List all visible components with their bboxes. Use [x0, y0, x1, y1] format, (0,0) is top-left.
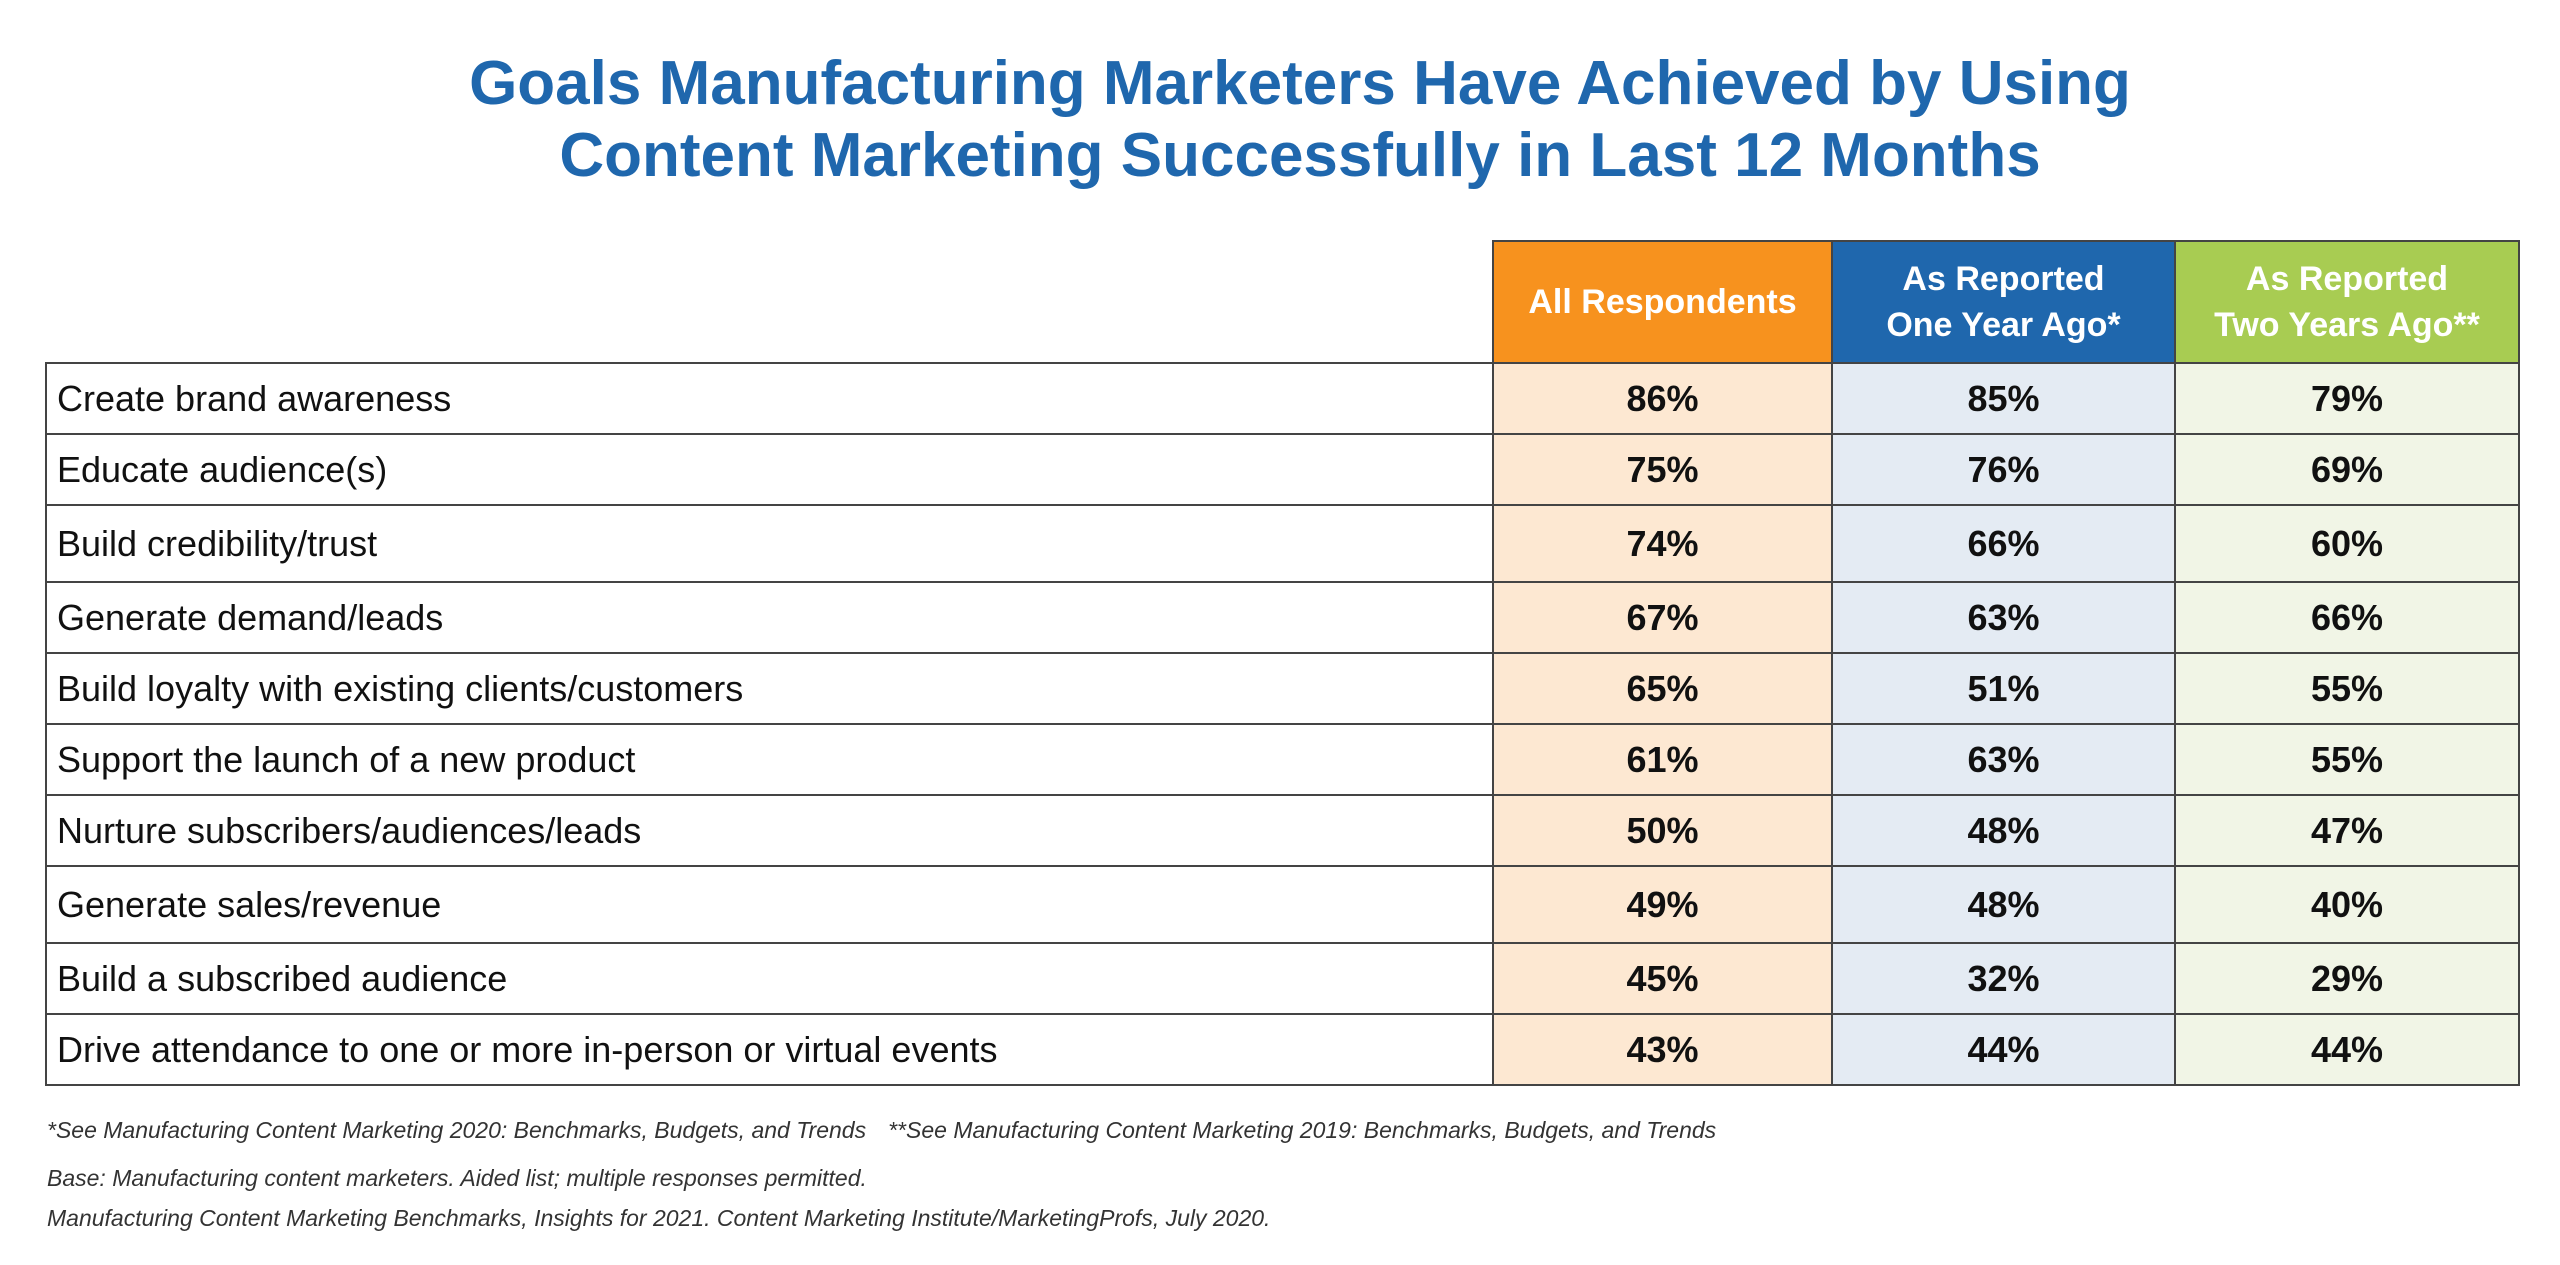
column-header-line: Two Years Ago** [2214, 306, 2480, 344]
value-cell: 32% [1831, 942, 2176, 1015]
value-cell: 49% [1492, 865, 1833, 944]
value-cell: 75% [1492, 433, 1833, 506]
row-label: Build a subscribed audience [45, 942, 1494, 1015]
row-label: Build credibility/trust [45, 504, 1494, 583]
value-cell: 69% [2174, 433, 2520, 506]
source-note: Manufacturing Content Marketing Benchmar… [47, 1205, 1271, 1231]
row-label: Create brand awareness [45, 362, 1494, 435]
table-row: Build a subscribed audience 45% 32% 29% [45, 942, 2520, 1015]
column-header-line: One Year Ago* [1886, 306, 2121, 344]
value-cell: 79% [2174, 362, 2520, 435]
value-cell: 51% [1831, 652, 2176, 725]
value-cell: 85% [1831, 362, 2176, 435]
table-row: Generate demand/leads 67% 63% 66% [45, 581, 2520, 654]
table-row: Build loyalty with existing clients/cust… [45, 652, 2520, 725]
footnotes: *See Manufacturing Content Marketing 202… [47, 1110, 1716, 1238]
row-label: Build loyalty with existing clients/cust… [45, 652, 1494, 725]
table-row: Build credibility/trust 74% 66% 60% [45, 504, 2520, 583]
value-cell: 86% [1492, 362, 1833, 435]
header-row: All Respondents As Reported One Year Ago… [46, 240, 2520, 364]
value-cell: 45% [1492, 942, 1833, 1015]
value-cell: 61% [1492, 723, 1833, 796]
value-cell: 63% [1831, 581, 2176, 654]
value-cell: 60% [2174, 504, 2520, 583]
table-row: Create brand awareness 86% 85% 79% [45, 362, 2520, 435]
value-cell: 48% [1831, 865, 2176, 944]
value-cell: 63% [1831, 723, 2176, 796]
value-cell: 55% [2174, 652, 2520, 725]
header-blank-cell [46, 241, 1493, 363]
results-table: All Respondents As Reported One Year Ago… [45, 240, 2520, 1086]
row-label: Support the launch of a new product [45, 723, 1494, 796]
value-cell: 67% [1492, 581, 1833, 654]
table-row: Nurture subscribers/audiences/leads 50% … [45, 794, 2520, 867]
row-label: Generate sales/revenue [45, 865, 1494, 944]
value-cell: 55% [2174, 723, 2520, 796]
title-line-2: Content Marketing Successfully in Last 1… [559, 121, 2041, 190]
value-cell: 66% [2174, 581, 2520, 654]
value-cell: 47% [2174, 794, 2520, 867]
value-cell: 44% [2174, 1013, 2520, 1086]
table-row: Generate sales/revenue 49% 48% 40% [45, 865, 2520, 944]
row-label: Nurture subscribers/audiences/leads [45, 794, 1494, 867]
value-cell: 43% [1492, 1013, 1833, 1086]
footnote-line: *See Manufacturing Content Marketing 202… [47, 1110, 1716, 1150]
column-header-line: As Reported [2245, 260, 2449, 298]
column-header-line: As Reported [1902, 260, 2105, 298]
value-cell: 66% [1831, 504, 2176, 583]
value-cell: 76% [1831, 433, 2176, 506]
column-header-line: All Respondents [1528, 283, 1797, 321]
value-cell: 65% [1492, 652, 1833, 725]
column-header-two-years-ago: As Reported Two Years Ago** [2174, 240, 2520, 364]
value-cell: 74% [1492, 504, 1833, 583]
footnote-two-years: **See Manufacturing Content Marketing 20… [888, 1117, 1717, 1143]
row-label: Drive attendance to one or more in-perso… [45, 1013, 1494, 1086]
footnote-one-year: *See Manufacturing Content Marketing 202… [47, 1117, 867, 1143]
table-row: Support the launch of a new product 61% … [45, 723, 2520, 796]
value-cell: 44% [1831, 1013, 2176, 1086]
column-header-one-year-ago: As Reported One Year Ago* [1831, 240, 2176, 364]
chart-title: Goals Manufacturing Marketers Have Achie… [0, 48, 2560, 192]
table-row: Educate audience(s) 75% 76% 69% [45, 433, 2520, 506]
column-header-all-respondents: All Respondents [1492, 240, 1833, 364]
row-label: Educate audience(s) [45, 433, 1494, 506]
value-cell: 50% [1492, 794, 1833, 867]
base-note: Base: Manufacturing content marketers. A… [47, 1165, 867, 1191]
value-cell: 40% [2174, 865, 2520, 944]
row-label: Generate demand/leads [45, 581, 1494, 654]
value-cell: 29% [2174, 942, 2520, 1015]
table-row: Drive attendance to one or more in-perso… [45, 1013, 2520, 1086]
title-line-1: Goals Manufacturing Marketers Have Achie… [469, 49, 2131, 118]
value-cell: 48% [1831, 794, 2176, 867]
